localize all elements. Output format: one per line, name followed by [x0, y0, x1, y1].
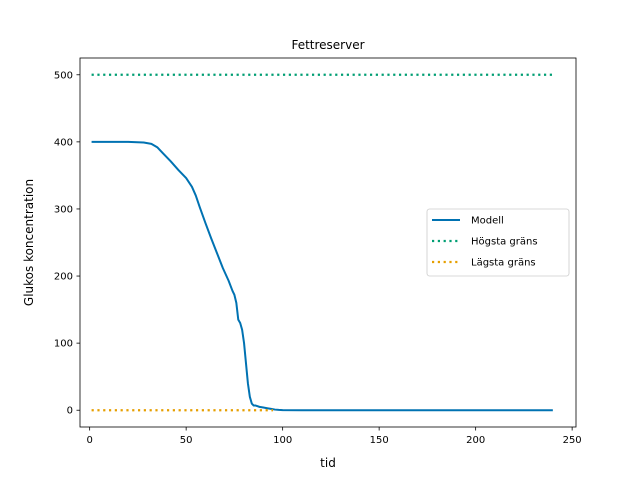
x-tick-label: 100: [273, 435, 292, 446]
y-tick-label: 500: [54, 70, 73, 81]
x-tick-label: 150: [370, 435, 389, 446]
y-axis-label: Glukos koncentration: [22, 179, 36, 306]
y-tick-label: 100: [54, 339, 73, 350]
legend-label-2: Lägsta gräns: [471, 258, 536, 269]
y-tick-label: 400: [54, 137, 73, 148]
y-tick-label: 200: [54, 272, 73, 283]
plot-frame: [79, 57, 577, 428]
x-tick-label: 250: [563, 435, 582, 446]
legend-label-0: Modell: [471, 216, 504, 227]
y-tick-label: 0: [67, 406, 73, 417]
legend-frame: [426, 208, 570, 277]
series-line-0: [91, 140, 553, 412]
y-axis: 0 100 200 300 400 500: [54, 70, 80, 417]
x-tick-label: 200: [466, 435, 485, 446]
x-tick-label: 0: [86, 435, 92, 446]
x-axis: 0 50 100 150 200 250: [86, 427, 582, 446]
x-axis-label: tid: [320, 456, 336, 470]
y-tick-label: 300: [54, 204, 73, 215]
plot-area: [79, 57, 577, 428]
legend-label-1: Högsta gräns: [471, 237, 538, 248]
legend: Modell Högsta gräns Lägsta gräns: [426, 208, 570, 277]
chart-title: Fettreserver: [291, 38, 364, 52]
x-tick-label: 50: [180, 435, 193, 446]
